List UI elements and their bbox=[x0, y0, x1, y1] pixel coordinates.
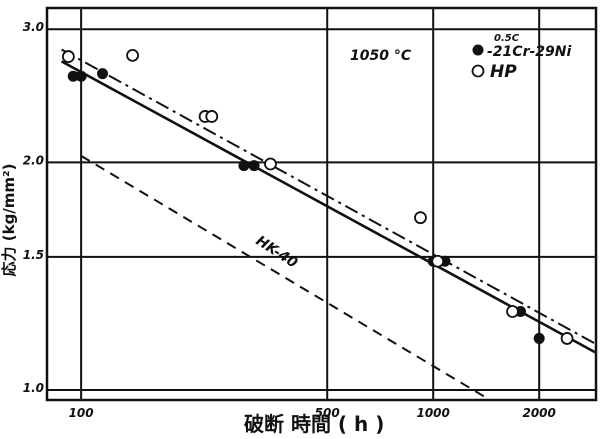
fit-line bbox=[61, 48, 597, 345]
y-tick-label: 1.5 bbox=[23, 248, 44, 262]
y-tick-label: 2.0 bbox=[23, 153, 44, 167]
legend-label-alloy: -21Cr-29Ni bbox=[487, 44, 571, 60]
y-tick-label: 1.0 bbox=[23, 381, 44, 395]
filled-marker bbox=[248, 160, 260, 172]
fit-line bbox=[80, 154, 491, 401]
hk40-annotation: HK-40 bbox=[253, 233, 301, 272]
x-tick-label: 100 bbox=[69, 406, 94, 420]
y-tick-labels: 1.0 1.5 2.0 3.0 bbox=[23, 20, 44, 395]
open-marker bbox=[560, 332, 574, 345]
filled-marker bbox=[67, 70, 79, 82]
filled-marker bbox=[96, 68, 108, 80]
legend-label-hp: HP bbox=[490, 62, 517, 82]
plot-frame bbox=[45, 6, 598, 402]
y-tick-label: 3.0 bbox=[23, 20, 44, 34]
open-marker bbox=[205, 110, 219, 123]
open-marker bbox=[61, 50, 75, 63]
legend-open-marker bbox=[471, 64, 485, 78]
open-marker bbox=[431, 254, 445, 268]
y-axis-title: 応力 (kg/mm²) bbox=[0, 164, 18, 277]
grid bbox=[47, 8, 596, 400]
x-tick-label: 1000 bbox=[416, 406, 449, 420]
x-tick-labels: 100 500 1000 2000 bbox=[69, 406, 556, 420]
fit-line bbox=[60, 60, 597, 354]
filled-marker bbox=[238, 160, 250, 172]
open-marker bbox=[264, 157, 277, 171]
fit-lines bbox=[60, 48, 597, 401]
open-marker bbox=[414, 211, 427, 225]
x-tick-label: 500 bbox=[315, 406, 340, 420]
legend-superscript: 0.5C bbox=[494, 33, 520, 44]
filled-marker bbox=[533, 332, 545, 344]
x-axis-title: 破断 時間 ( h ) bbox=[244, 412, 384, 436]
legend-filled-marker bbox=[472, 44, 484, 56]
open-marker bbox=[506, 305, 519, 318]
x-tick-label: 2000 bbox=[522, 406, 555, 420]
open-marker bbox=[126, 48, 139, 62]
data-points bbox=[61, 48, 574, 345]
temperature-annotation: 1050 °C bbox=[350, 48, 412, 64]
filled-marker bbox=[75, 70, 87, 82]
